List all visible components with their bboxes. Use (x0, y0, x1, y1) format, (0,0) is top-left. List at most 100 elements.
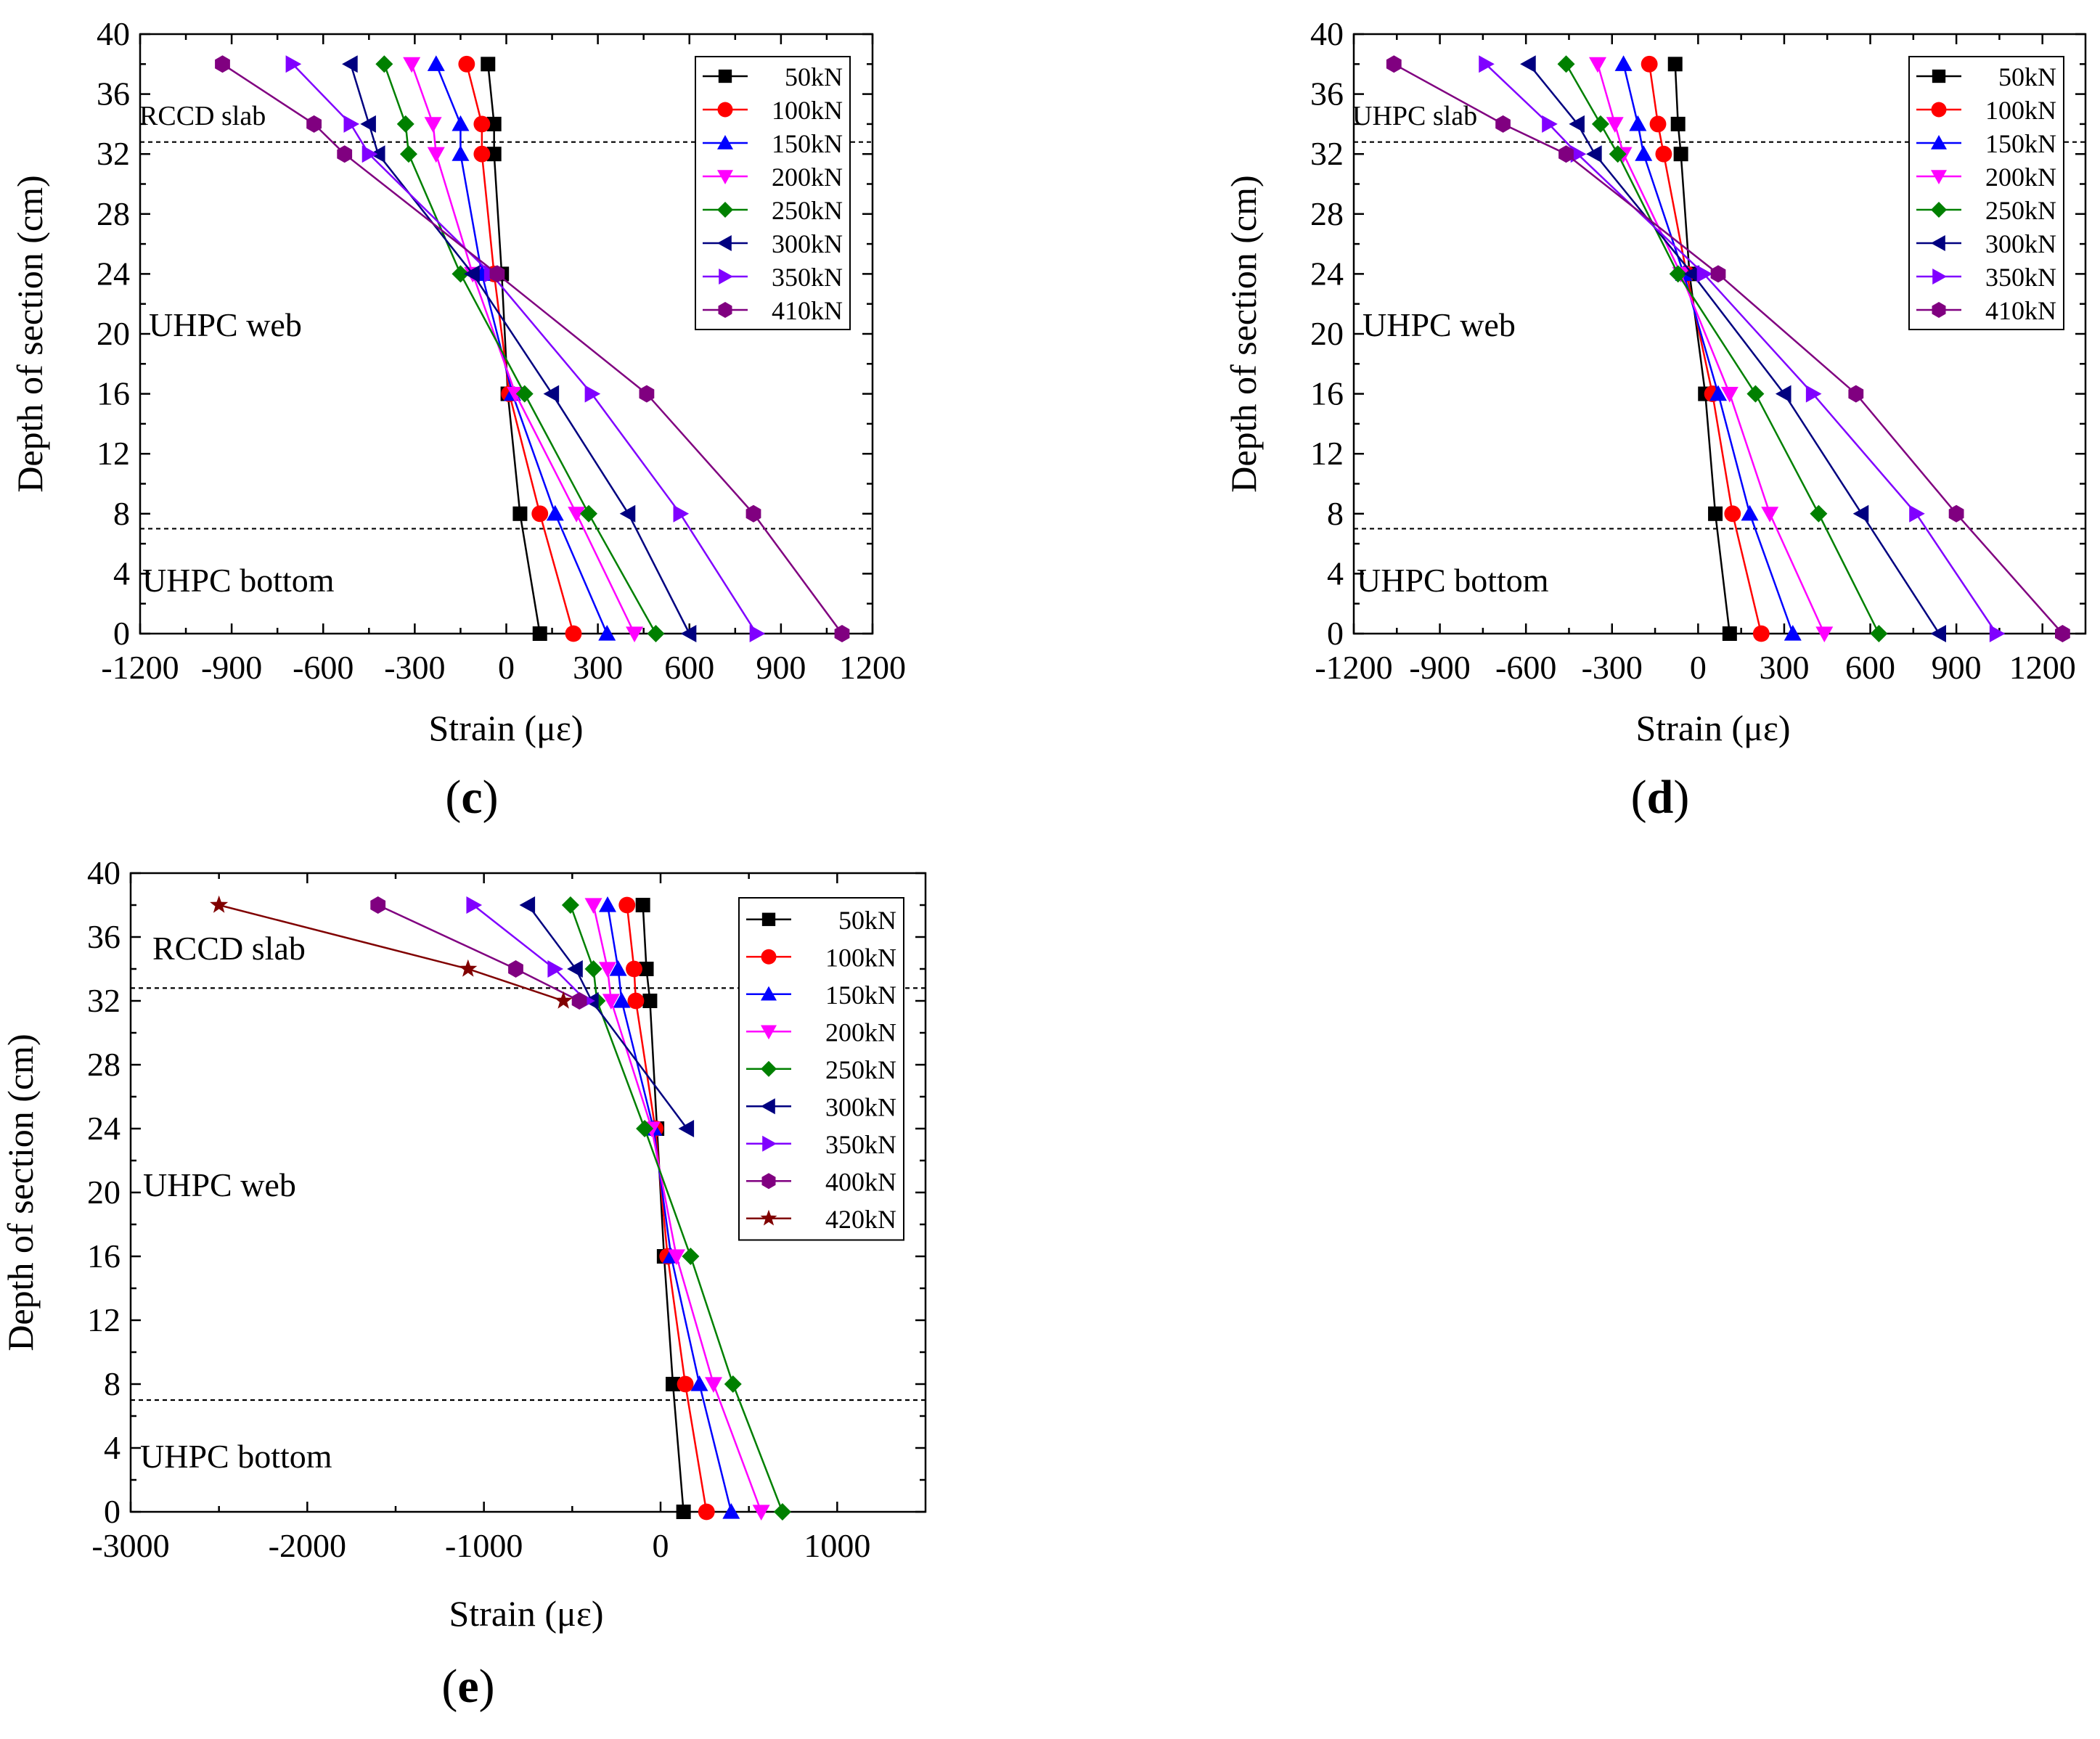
data-point (1570, 145, 1587, 163)
data-point (626, 626, 644, 642)
legend-label: 350kN (772, 263, 843, 292)
y-tick-label: 28 (97, 195, 130, 232)
legend-marker (718, 69, 732, 83)
series-150kN (1614, 55, 1802, 641)
series-line (1622, 64, 1794, 634)
data-point (1520, 55, 1536, 73)
legend-label: 250kN (825, 1055, 896, 1084)
data-point (1655, 145, 1672, 163)
data-point (1635, 145, 1653, 161)
legend-marker (717, 235, 732, 251)
data-point (698, 1503, 715, 1521)
data-point (561, 896, 579, 914)
x-axis-title: Strain (με) (449, 1593, 603, 1634)
y-axis-title: Depth of section (cm) (0, 1034, 41, 1351)
series-100kN (458, 55, 582, 642)
y-axis-title: Depth of section (cm) (1223, 175, 1264, 492)
legend-box (695, 56, 851, 330)
data-point (452, 145, 470, 161)
data-point (613, 992, 631, 1008)
data-point (636, 1120, 654, 1137)
y-tick-label: 40 (87, 854, 120, 891)
data-point (602, 994, 620, 1010)
series-300kN (519, 896, 695, 1137)
data-point (1805, 385, 1822, 403)
data-point (1386, 55, 1402, 73)
legend-marker (719, 269, 733, 285)
data-point (210, 895, 229, 913)
data-point (1989, 625, 2006, 642)
y-tick-label: 32 (87, 982, 120, 1019)
data-point (584, 898, 602, 914)
y-tick-label: 16 (1310, 375, 1344, 412)
data-point (2055, 625, 2070, 642)
x-tick-label: -300 (1582, 649, 1643, 686)
x-tick-label: -3000 (91, 1527, 169, 1564)
panel-label: (c) (445, 771, 498, 824)
y-tick-label: 32 (1310, 135, 1344, 172)
data-point (635, 898, 650, 912)
data-point (403, 57, 421, 73)
legend-marker (761, 949, 777, 965)
legend-label: 300kN (1985, 229, 2056, 258)
data-point (1542, 115, 1558, 133)
data-point (459, 959, 478, 977)
data-point (1909, 504, 1925, 523)
legend-box (1908, 56, 2064, 330)
data-point (343, 115, 360, 133)
x-tick-label: 1200 (2009, 649, 2076, 686)
y-tick-label: 16 (87, 1237, 120, 1274)
data-point (543, 385, 560, 403)
series-line (606, 904, 732, 1513)
legend-label: 200kN (825, 1018, 896, 1047)
y-tick-label: 0 (113, 615, 130, 652)
data-point (1722, 626, 1737, 641)
data-point (1589, 57, 1606, 73)
data-point (1670, 116, 1686, 131)
legend-marker (761, 1098, 775, 1115)
legend: 50kN 100kN 150kN 200kN 250kN 300kN 350kN 410kN (695, 56, 851, 330)
y-tick-label: 8 (104, 1365, 120, 1402)
data-point (464, 265, 480, 283)
y-tick-label: 40 (1310, 15, 1344, 52)
data-point (1848, 385, 1864, 403)
data-point (705, 1377, 722, 1393)
series-150kN (599, 896, 740, 1519)
data-point (619, 504, 636, 523)
data-point (531, 505, 549, 523)
data-point (667, 1249, 685, 1265)
chart-panel-d: 0 4 8 12 16 20 24 28 32 36 40 -1200 -900 -600 -300 0 300… (1223, 15, 2087, 824)
data-point (337, 145, 353, 163)
data-point (1852, 504, 1869, 523)
legend-marker (718, 302, 732, 318)
legend-marker (717, 202, 733, 218)
x-tick-label: -2000 (269, 1527, 346, 1564)
legend-marker (1932, 69, 1946, 83)
legend-marker (761, 986, 777, 1001)
legend-marker (717, 102, 733, 118)
region-label-bottom: UHPC bottom (1357, 562, 1549, 599)
legend-marker (1931, 170, 1947, 184)
region-label-slab: RCCD slab (152, 930, 306, 967)
y-tick-label: 12 (1310, 435, 1344, 472)
y-tick-label: 8 (113, 495, 130, 532)
data-point (1709, 385, 1728, 401)
data-point (489, 265, 505, 283)
legend-label: 200kN (772, 163, 843, 192)
region-label-web: UHPC web (1362, 306, 1516, 343)
data-point (1586, 145, 1602, 163)
legend-label: 250kN (1985, 196, 2056, 225)
data-point (678, 1120, 695, 1137)
y-tick-label: 28 (1310, 195, 1344, 232)
legend-marker (717, 135, 733, 150)
data-point (547, 960, 563, 978)
legend-marker (761, 1173, 776, 1190)
series-250kN (1557, 55, 1888, 642)
data-point (396, 115, 414, 133)
data-point (215, 55, 230, 73)
y-tick-label: 24 (97, 255, 130, 292)
data-point (1649, 115, 1667, 133)
y-tick-label: 36 (87, 918, 120, 955)
data-point (486, 147, 502, 162)
